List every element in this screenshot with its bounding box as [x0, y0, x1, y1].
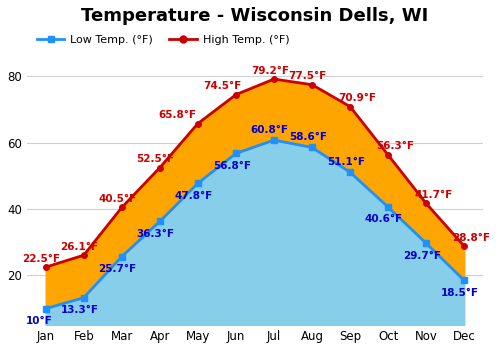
Text: 26.1°F: 26.1°F	[60, 241, 98, 252]
Text: 40.6°F: 40.6°F	[365, 215, 403, 224]
Text: 70.9°F: 70.9°F	[338, 93, 376, 103]
High Temp. (°F)	[157, 166, 163, 170]
High Temp. (°F)	[271, 77, 277, 81]
Line: Low Temp. (°F): Low Temp. (°F)	[43, 137, 467, 312]
Text: 36.3°F: 36.3°F	[136, 229, 174, 239]
Low Temp. (°F)	[119, 254, 125, 259]
Text: 65.8°F: 65.8°F	[158, 110, 196, 120]
Title: Temperature - Wisconsin Dells, WI: Temperature - Wisconsin Dells, WI	[82, 7, 428, 25]
Text: 40.5°F: 40.5°F	[98, 194, 136, 204]
Low Temp. (°F)	[309, 145, 315, 149]
Text: 56.3°F: 56.3°F	[376, 141, 414, 152]
High Temp. (°F)	[309, 83, 315, 87]
Low Temp. (°F)	[233, 151, 239, 155]
High Temp. (°F)	[233, 92, 239, 97]
Text: 29.7°F: 29.7°F	[403, 251, 441, 260]
High Temp. (°F)	[119, 205, 125, 210]
High Temp. (°F)	[385, 153, 391, 157]
Text: 22.5°F: 22.5°F	[22, 254, 60, 264]
Text: 51.1°F: 51.1°F	[327, 158, 365, 167]
Low Temp. (°F)	[157, 219, 163, 223]
Legend: Low Temp. (°F), High Temp. (°F): Low Temp. (°F), High Temp. (°F)	[32, 31, 294, 50]
Low Temp. (°F)	[423, 241, 429, 245]
Text: 52.5°F: 52.5°F	[136, 154, 174, 164]
Text: 58.6°F: 58.6°F	[289, 132, 327, 142]
Text: 79.2°F: 79.2°F	[251, 65, 289, 76]
High Temp. (°F)	[347, 105, 353, 109]
Low Temp. (°F)	[81, 295, 87, 300]
Text: 10°F: 10°F	[26, 316, 52, 326]
Low Temp. (°F)	[271, 138, 277, 142]
Text: 28.8°F: 28.8°F	[452, 233, 490, 243]
Low Temp. (°F)	[385, 205, 391, 209]
High Temp. (°F)	[81, 253, 87, 257]
High Temp. (°F)	[195, 121, 201, 126]
Text: 18.5°F: 18.5°F	[441, 288, 479, 298]
Text: 56.8°F: 56.8°F	[213, 161, 251, 171]
High Temp. (°F)	[461, 244, 467, 248]
Text: 74.5°F: 74.5°F	[203, 81, 241, 91]
High Temp. (°F)	[42, 265, 48, 269]
Low Temp. (°F)	[461, 278, 467, 282]
Text: 41.7°F: 41.7°F	[414, 190, 453, 200]
Low Temp. (°F)	[347, 170, 353, 174]
Line: High Temp. (°F): High Temp. (°F)	[43, 76, 467, 270]
Low Temp. (°F)	[195, 181, 201, 186]
Low Temp. (°F)	[42, 307, 48, 311]
Text: 60.8°F: 60.8°F	[251, 125, 289, 135]
Text: 13.3°F: 13.3°F	[60, 305, 98, 315]
High Temp. (°F)	[423, 201, 429, 205]
Text: 47.8°F: 47.8°F	[174, 190, 213, 201]
Text: 77.5°F: 77.5°F	[288, 71, 327, 81]
Text: 25.7°F: 25.7°F	[98, 264, 136, 274]
